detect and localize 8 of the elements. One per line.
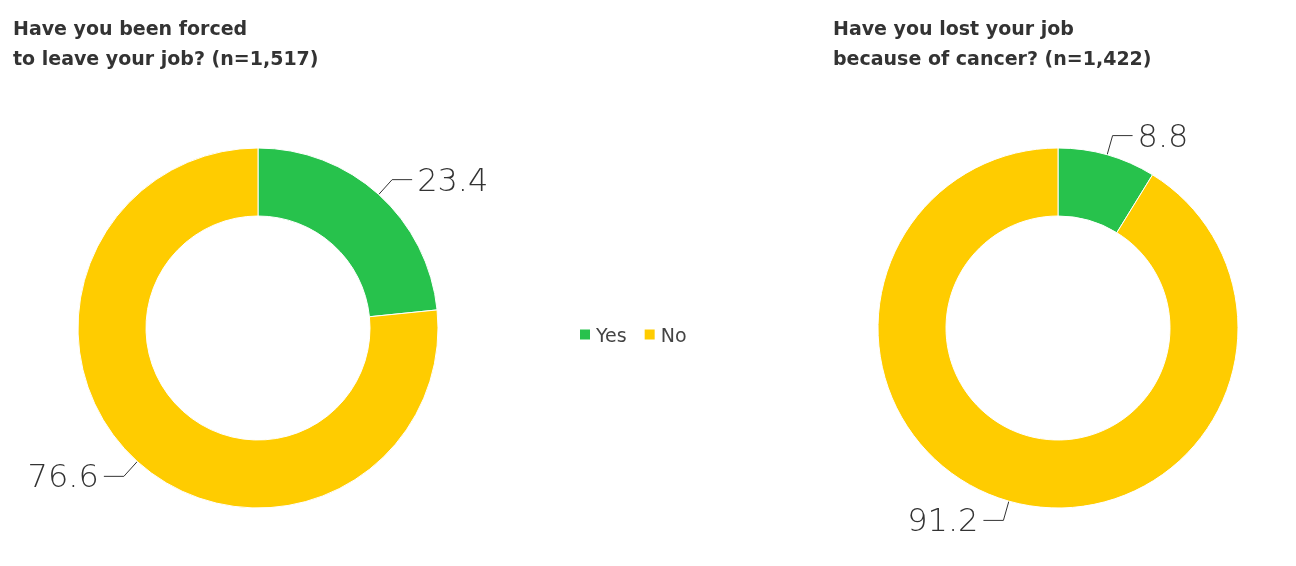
legend-label: Yes xyxy=(595,323,627,346)
data-label: 8.8 xyxy=(1137,116,1189,155)
legend-label: No xyxy=(660,323,687,346)
data-label: 23.4 xyxy=(417,160,489,199)
data-label: 91.2 xyxy=(907,501,979,540)
data-label: 76.6 xyxy=(27,457,99,496)
chart-title: Have you lost your job because of cancer? (n=1,422) xyxy=(833,17,1152,69)
chart-title: Have you been forced to leave your job? (n=1,517) xyxy=(13,17,319,69)
